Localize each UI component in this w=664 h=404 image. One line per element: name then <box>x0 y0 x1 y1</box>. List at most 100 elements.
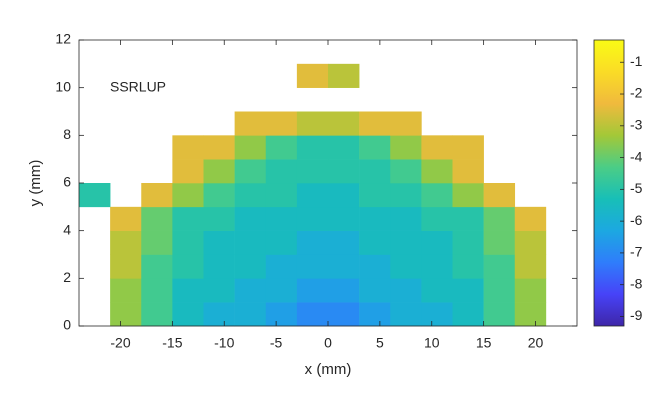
x-tick-label: 5 <box>376 335 384 351</box>
heatmap-cell <box>296 135 329 160</box>
heatmap-cell <box>359 183 391 208</box>
heatmap-cell <box>172 254 204 279</box>
heatmap-cell <box>265 230 298 255</box>
y-tick-label: 12 <box>55 31 71 47</box>
heatmap-cell <box>141 183 173 208</box>
heatmap-cell <box>421 159 453 184</box>
heatmap-cell <box>359 159 391 184</box>
heatmap-cell <box>172 183 204 208</box>
heatmap-cell <box>328 63 360 88</box>
heatmap-cell <box>452 183 484 208</box>
heatmap-cell <box>203 159 235 184</box>
colorbar <box>594 40 624 326</box>
heatmap-cell <box>328 302 360 327</box>
colorbar-tick-label: -8 <box>630 275 643 291</box>
heatmap-cell <box>390 230 422 255</box>
heatmap-cell <box>483 206 516 231</box>
heatmap-cell <box>172 159 204 184</box>
heatmap-cell <box>296 63 329 88</box>
colorbar-tick-label: -2 <box>630 85 643 101</box>
heatmap-cell <box>172 135 204 160</box>
y-axis-label: y (mm) <box>27 160 44 207</box>
colorbar-tick-label: -9 <box>630 307 643 323</box>
heatmap-cell <box>514 302 547 327</box>
heatmap-cell <box>483 302 516 327</box>
heatmap-cell <box>296 230 329 255</box>
heatmap-cell <box>203 278 235 303</box>
y-tick-label: 6 <box>63 174 71 190</box>
heatmap-cell <box>328 254 360 279</box>
heatmap-cell <box>390 111 422 136</box>
heatmap-cell <box>234 183 267 208</box>
colorbar-tick-label: -4 <box>630 148 643 164</box>
heatmap-cell <box>421 302 453 327</box>
heatmap-cell <box>421 230 453 255</box>
heatmap-cell <box>328 159 360 184</box>
heatmap-cell <box>172 302 204 327</box>
heatmap-cell <box>514 206 547 231</box>
x-tick-label: -15 <box>162 335 182 351</box>
heatmap-cell <box>265 135 298 160</box>
heatmap-cell <box>421 206 453 231</box>
colorbar-tick-label: -7 <box>630 244 643 260</box>
heatmap-cell <box>390 206 422 231</box>
heatmap-cell <box>265 254 298 279</box>
y-tick-label: 10 <box>55 78 71 94</box>
heatmap-cell <box>514 230 547 255</box>
colorbar-tick-label: -3 <box>630 117 643 133</box>
heatmap-cell <box>452 135 484 160</box>
x-tick-label: 15 <box>476 335 492 351</box>
heatmap-cell <box>483 230 516 255</box>
heatmap-cell <box>141 302 173 327</box>
heatmap-cell <box>390 135 422 160</box>
heatmap-cell <box>296 159 329 184</box>
heatmap-cell <box>421 183 453 208</box>
heatmap-cell <box>452 159 484 184</box>
heatmap-cell <box>265 159 298 184</box>
x-tick-label: 20 <box>528 335 544 351</box>
heatmap-cell <box>452 254 484 279</box>
heatmap-cell <box>328 230 360 255</box>
heatmap-cell <box>265 111 298 136</box>
x-tick-label: -10 <box>214 335 234 351</box>
heatmap-cell <box>359 278 391 303</box>
heatmap-cell <box>359 230 391 255</box>
heatmap-cell <box>265 302 298 327</box>
y-tick-label: 2 <box>63 269 71 285</box>
heatmap-cell <box>203 230 235 255</box>
heatmap-cell <box>296 278 329 303</box>
heatmap-cell <box>483 254 516 279</box>
heatmap-cell <box>514 278 547 303</box>
heatmap-cell <box>390 254 422 279</box>
heatmap-cell <box>234 206 267 231</box>
heatmap-cell <box>172 206 204 231</box>
heatmap-cell <box>296 254 329 279</box>
heatmap-cell <box>452 230 484 255</box>
colorbar-frame <box>593 39 625 327</box>
heatmap-cell <box>234 254 267 279</box>
annotation: SSRLUP <box>110 79 166 95</box>
heatmap-cell <box>359 206 391 231</box>
colorbar-tick-label: -6 <box>630 212 643 228</box>
heatmap-cell <box>234 135 267 160</box>
heatmap-cell <box>328 135 360 160</box>
heatmap-cell <box>296 206 329 231</box>
heatmap-cell <box>110 206 142 231</box>
heatmap-cell <box>390 159 422 184</box>
heatmap-cell <box>265 278 298 303</box>
heatmap-cell <box>234 111 267 136</box>
x-axis-label: x (mm) <box>305 361 352 378</box>
heatmap-cell <box>110 302 142 327</box>
heatmap-cell <box>265 206 298 231</box>
heatmap-cell <box>483 278 516 303</box>
heatmap-cell <box>172 278 204 303</box>
heatmap-cell <box>110 278 142 303</box>
heatmap-cell <box>234 302 267 327</box>
heatmap-cell <box>328 111 360 136</box>
y-tick-label: 4 <box>63 221 71 237</box>
heatmap-cell <box>203 254 235 279</box>
heatmap-cell <box>296 302 329 327</box>
x-tick-label: 0 <box>324 335 332 351</box>
colorbar-tick-label: -5 <box>630 180 643 196</box>
